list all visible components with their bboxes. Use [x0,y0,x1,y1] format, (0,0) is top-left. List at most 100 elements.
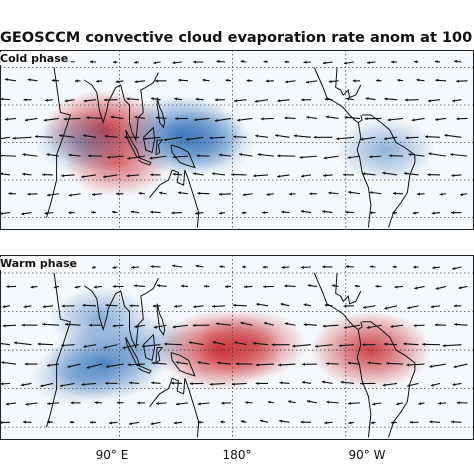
wind-vector-head [405,136,409,140]
wind-vector-head [172,325,176,329]
wind-vector-head [47,420,51,424]
wind-vector-head [112,324,116,328]
wind-vector-head [40,384,44,388]
wind-vector-head [143,137,147,141]
wind-vector-head [218,192,222,196]
africa-east-coastline [46,67,72,218]
wind-vector-head [23,98,27,102]
gulf-coastline [335,272,362,305]
wind-vector-head [53,285,57,289]
wind-vector-head [219,153,222,157]
wind-vector-head [235,362,239,366]
wind-vector-head [134,325,138,328]
new-guinea-coastline [170,352,196,377]
wind-vector-head [324,303,328,307]
wind-vector-head [239,153,242,156]
wind-vector [450,153,468,157]
wind-vector-head [427,99,431,103]
philippines-coastline [156,303,166,336]
wind-vector-head [23,420,26,424]
wind-vector-head [325,362,329,366]
wind-vector-head [367,61,370,65]
wind-vector-head [322,210,326,214]
wind-vector-head [20,383,24,387]
wind-vector-head [280,302,284,306]
wind-vector-head [452,266,456,270]
wind-vector-head [411,118,415,122]
wind-vector-head [301,265,304,269]
wind-vector-head [265,79,269,83]
south-america-east-coastline [362,321,416,438]
borneo-coastline [142,333,156,361]
wind-vector-head [23,305,27,309]
wind-vector-head [196,154,200,158]
wind-vector-head [458,286,462,290]
wind-vector-head [93,285,97,289]
wind-vector-head [345,210,349,214]
wind-vector-head [267,400,271,404]
wind-vector-head [362,343,366,347]
wind-vector-head [453,365,457,369]
wind-vector [314,344,333,348]
wind-vector-head [221,401,225,405]
wind-vector-head [369,155,373,159]
wind-vector-head [407,306,411,310]
wind-vector [149,155,167,160]
sulawesi-coastline [155,139,164,156]
wind-vector-head [25,118,28,122]
wind-vector-head [225,78,229,82]
wind-vector-head [150,173,154,177]
wind-vector-head [173,421,177,425]
wind-vector-head [68,153,72,157]
java-coastline [138,157,152,166]
wind-vector-head [412,211,416,215]
wind-vector-head [346,97,350,101]
wind-vector-head [384,97,388,101]
wind-vector [164,343,183,346]
wind-vector-head [21,323,25,327]
wind-vector-head [86,365,90,369]
wind-vector-head [384,137,387,141]
wind-vector-head [155,116,159,120]
wind-vector [143,136,161,140]
wind-vector-head [30,285,34,289]
wind-vector-head [63,117,67,121]
wind-vector-head [451,420,455,424]
australia-coastline [149,169,200,228]
wind-vector-head [343,173,346,177]
wind-vector-head [163,138,167,142]
wind-vector-head [323,61,326,65]
wind-vector-head [392,211,396,215]
wind-vector-head [299,155,303,159]
wind-vector-head [262,211,265,215]
wind-vector-head [392,265,396,269]
tick-label-180: 180° [222,448,252,462]
wind-vector-head [263,321,267,325]
wind-vector-head [94,401,98,405]
wind-vector-head [141,344,145,348]
wind-vector-head [323,173,327,177]
wind-vector-head [231,173,235,177]
wind-vector-head [212,304,216,308]
wind-vector-head [240,420,244,424]
wind-vector-head [174,304,177,308]
wind-vector-head [46,153,50,157]
wind-vector-head [112,265,116,269]
wind-vector-head [352,79,356,83]
cold-phase-label: Cold phase [0,52,72,65]
wind-vector-head [422,342,426,346]
wind-vector-head [409,420,413,424]
tick-label-90w: 90° W [348,448,386,462]
wind-vector-head [328,80,332,84]
wind-vector-head [372,402,376,406]
wind-vector-head [197,402,201,406]
negative-anomaly-region [336,118,436,182]
wind-vector-head [178,191,181,195]
wind-vector-head [157,284,160,288]
wind-vector-head [178,78,182,82]
wind-vector-head [442,344,446,348]
wind-vector-head [454,323,458,326]
wind-vector-head [413,324,417,328]
wind-vector-head [404,98,408,102]
wind-vector-head [344,115,348,119]
